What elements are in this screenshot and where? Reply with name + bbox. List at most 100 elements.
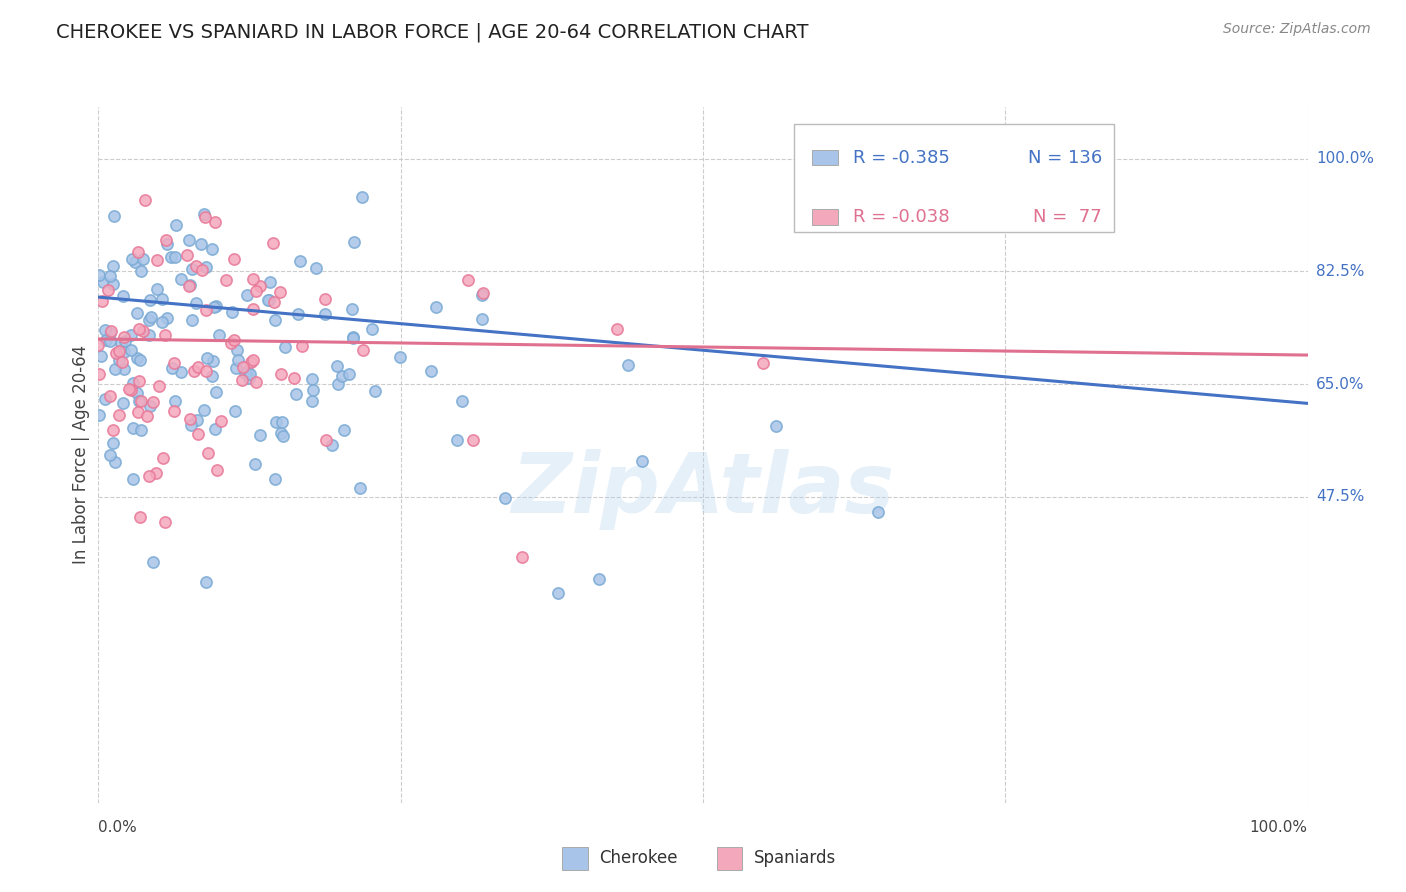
Point (209, 414, 232, 428)
Point (461, 434, 484, 448)
Point (179, 277, 201, 292)
Point (270, 425, 292, 440)
Point (163, 403, 186, 417)
Point (145, 466, 167, 480)
Text: Spaniards: Spaniards (754, 849, 835, 867)
Point (122, 472, 145, 486)
Point (128, 322, 150, 336)
Text: 100.0%: 100.0% (1316, 151, 1374, 166)
Point (361, 322, 384, 336)
Point (114, 334, 136, 348)
Point (236, 364, 259, 378)
Point (139, 399, 162, 413)
Point (104, 362, 127, 376)
Point (326, 359, 349, 373)
Point (219, 335, 242, 350)
Point (131, 423, 153, 437)
Point (89, 268, 111, 283)
Point (333, 423, 356, 437)
Point (305, 260, 328, 275)
Point (249, 428, 271, 442)
Point (98, 389, 121, 403)
Point (337, 367, 360, 381)
Point (547, 586, 569, 600)
Bar (811, 210, 838, 225)
Point (204, 299, 226, 313)
Point (100, 324, 122, 338)
Point (446, 433, 468, 447)
Point (273, 429, 295, 443)
Point (314, 307, 336, 321)
Point (103, 210, 125, 224)
Point (155, 328, 177, 343)
Point (205, 385, 228, 400)
Point (139, 310, 162, 325)
Point (301, 371, 323, 385)
Point (138, 469, 160, 483)
Point (155, 233, 177, 247)
Point (101, 423, 124, 437)
Point (103, 277, 125, 291)
Point (98, 448, 121, 462)
Point (238, 370, 260, 384)
Point (270, 368, 292, 382)
Point (150, 293, 173, 307)
Point (127, 351, 149, 366)
Point (112, 361, 135, 376)
Point (242, 301, 264, 316)
Point (193, 402, 215, 417)
Point (142, 395, 165, 409)
Point (342, 330, 364, 344)
Point (170, 365, 193, 379)
Point (104, 455, 127, 469)
Point (269, 285, 291, 300)
Point (186, 413, 208, 427)
Point (231, 373, 253, 387)
Point (302, 383, 325, 397)
Point (179, 233, 201, 247)
Text: ZipAtlas: ZipAtlas (512, 450, 894, 530)
Text: R = -0.385: R = -0.385 (853, 149, 950, 167)
Point (349, 481, 371, 495)
Point (101, 436, 124, 450)
Text: 47.5%: 47.5% (1316, 490, 1364, 504)
Point (146, 282, 169, 296)
Point (471, 288, 494, 302)
Point (263, 472, 285, 486)
Point (330, 368, 353, 383)
Text: 65.0%: 65.0% (1316, 376, 1364, 392)
Point (127, 244, 149, 259)
Point (94, 334, 117, 348)
Point (156, 237, 179, 252)
Point (343, 235, 366, 250)
Point (326, 376, 349, 391)
Point (472, 285, 495, 300)
Point (105, 345, 128, 359)
Point (180, 262, 202, 277)
Point (138, 327, 160, 342)
Point (242, 353, 264, 368)
Point (180, 417, 202, 432)
Point (352, 190, 374, 204)
Point (494, 491, 516, 505)
Point (121, 252, 143, 267)
Point (249, 278, 271, 293)
Point (132, 324, 155, 338)
Text: Source: ZipAtlas.com: Source: ZipAtlas.com (1223, 22, 1371, 37)
Point (184, 295, 207, 310)
Point (160, 250, 183, 264)
Point (142, 555, 165, 569)
Bar (811, 150, 838, 166)
Point (184, 259, 207, 273)
Point (201, 242, 224, 256)
Point (201, 368, 224, 383)
Point (97, 283, 120, 297)
Point (190, 237, 212, 252)
Point (89, 408, 111, 422)
Point (259, 276, 281, 290)
Point (233, 366, 256, 380)
Point (91, 276, 114, 290)
Point (152, 451, 174, 466)
Point (150, 315, 173, 329)
Point (364, 384, 387, 398)
